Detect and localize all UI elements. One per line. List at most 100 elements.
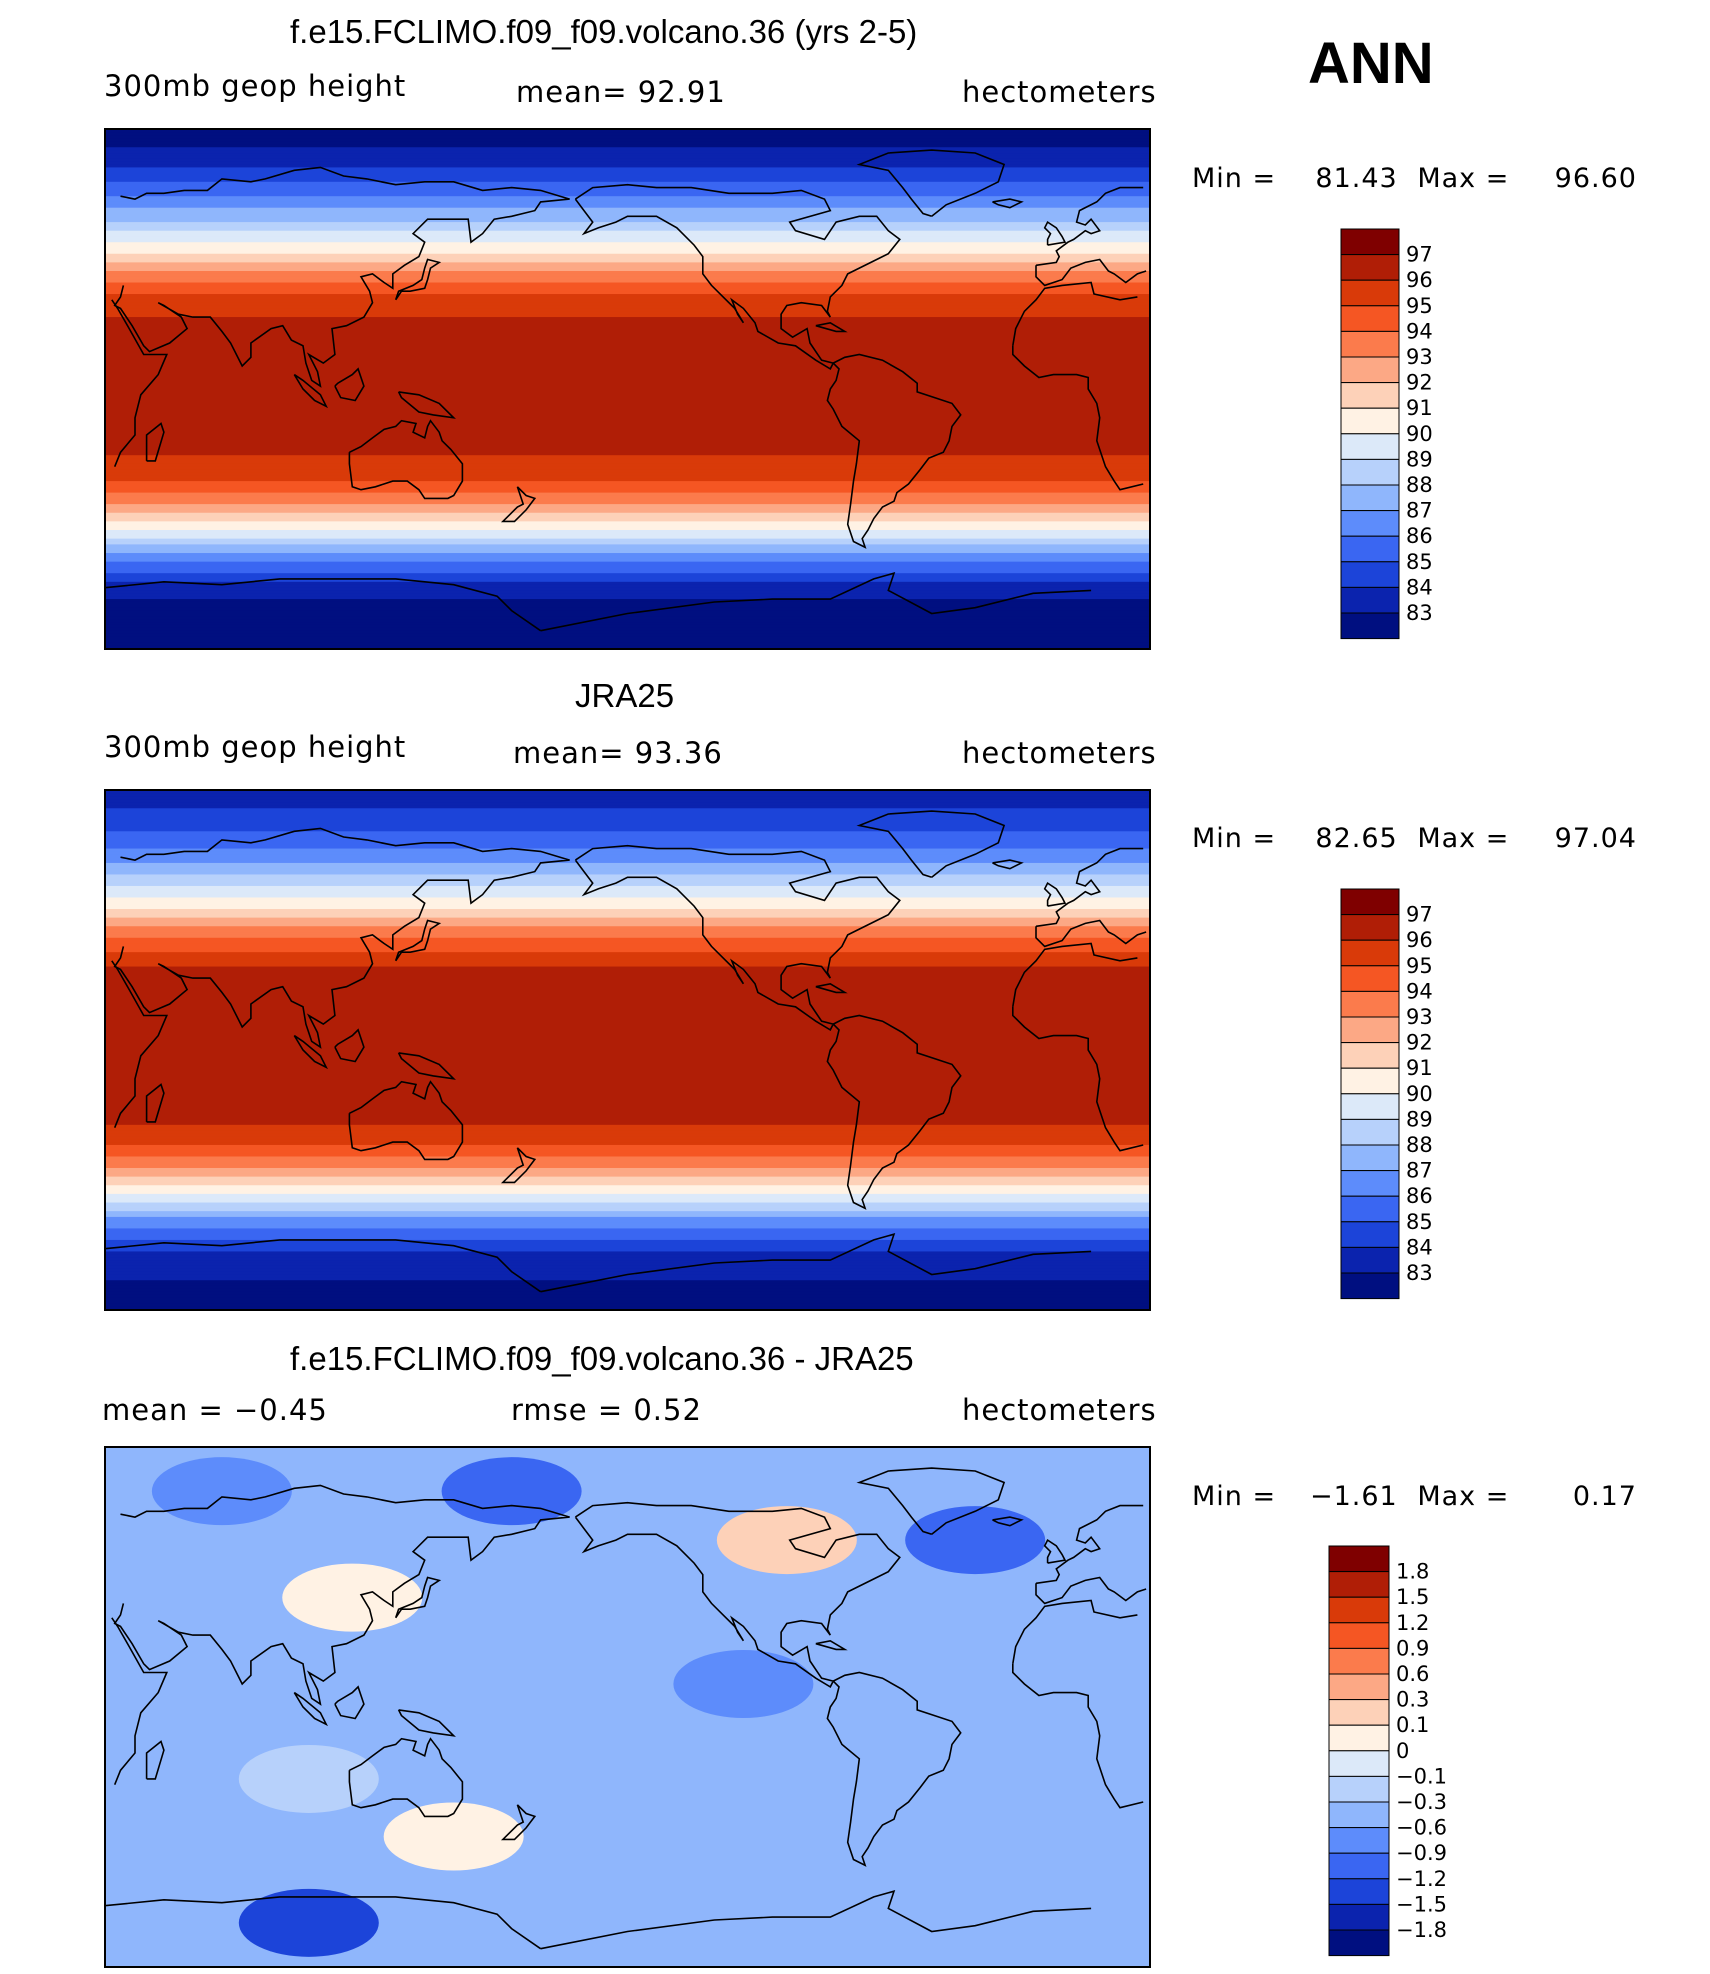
colorbar-tick-label: 96	[1406, 928, 1433, 952]
lat-band	[106, 314, 1149, 318]
field-anomaly	[383, 1802, 524, 1871]
coastline-africa	[111, 1617, 169, 1785]
lat-band	[106, 1208, 1149, 1212]
lat-band	[106, 831, 1149, 835]
lat-band	[106, 1055, 1149, 1060]
panel-1-mean-label: mean= 92.91	[516, 75, 726, 109]
coastline-uk	[1043, 1538, 1067, 1564]
lat-band	[106, 521, 1149, 525]
lat-band	[106, 1029, 1149, 1034]
field-anomaly	[238, 1744, 379, 1813]
lat-band	[106, 253, 1149, 258]
coastline-cuba	[815, 321, 848, 333]
panel-3-title: f.e15.FCLIMO.f09_f09.volcano.36 - JRA25	[290, 1340, 914, 1377]
lat-band	[106, 581, 1149, 586]
coastline-greenland	[856, 1467, 1006, 1536]
lat-band	[106, 940, 1149, 945]
lat-band	[106, 558, 1149, 563]
lat-band	[106, 1012, 1149, 1017]
lat-band	[106, 368, 1149, 373]
field-anomaly	[238, 1888, 379, 1957]
colorbar-box	[1340, 1221, 1400, 1248]
lat-band	[106, 929, 1149, 933]
lat-band	[106, 449, 1149, 453]
lat-band	[106, 555, 1149, 560]
lat-band	[106, 978, 1149, 982]
lat-band	[106, 578, 1149, 583]
lat-band	[106, 492, 1149, 497]
lat-band	[106, 975, 1149, 979]
colorbar-box	[1340, 279, 1400, 307]
lat-band	[106, 193, 1149, 197]
colorbar-tick-label: 87	[1406, 499, 1433, 523]
coastline-iceland	[992, 198, 1024, 209]
lat-band	[106, 1274, 1149, 1278]
coastline-south-america	[826, 353, 962, 549]
lat-band	[106, 512, 1149, 517]
colorbar-box	[1340, 1042, 1400, 1069]
lat-band	[106, 184, 1149, 189]
lat-band	[106, 423, 1149, 428]
lat-band	[106, 587, 1149, 592]
lat-band	[106, 561, 1149, 566]
coastline-borneo	[334, 367, 365, 402]
lat-band	[106, 331, 1149, 335]
lat-band	[106, 466, 1149, 471]
lat-band	[106, 161, 1149, 166]
lat-band	[106, 854, 1149, 858]
coastline-eurasia	[1035, 1504, 1144, 1585]
coastline-africa	[1012, 281, 1138, 346]
colorbar-box	[1340, 382, 1400, 409]
lat-band	[106, 819, 1149, 824]
lat-band	[106, 538, 1149, 543]
lat-band	[106, 299, 1149, 304]
lat-band	[106, 842, 1149, 847]
lat-band	[106, 1113, 1149, 1117]
lat-band	[106, 426, 1149, 430]
lat-band	[106, 201, 1149, 206]
lat-band	[106, 495, 1149, 499]
lat-band	[106, 276, 1149, 281]
colorbar-box	[1340, 1118, 1400, 1146]
lat-band	[106, 305, 1149, 310]
lat-band	[106, 230, 1149, 235]
lat-band	[106, 802, 1149, 806]
colorbar-tick-label: 85	[1406, 1210, 1433, 1234]
lat-band	[106, 989, 1149, 994]
colorbar-tick-label: −1.2	[1396, 1867, 1447, 1891]
lat-band	[106, 1006, 1149, 1011]
lat-band	[106, 351, 1149, 356]
lat-band	[106, 1075, 1149, 1080]
lat-band	[106, 164, 1149, 169]
colorbar-box	[1340, 1170, 1400, 1197]
coastline-eurasia	[1035, 847, 1144, 928]
lat-band	[106, 1015, 1149, 1019]
colorbar-box	[1340, 535, 1400, 563]
lat-band	[106, 1167, 1149, 1172]
lat-band	[106, 934, 1149, 939]
lat-band	[106, 371, 1149, 376]
lat-band	[106, 880, 1149, 884]
lat-band	[106, 1277, 1149, 1281]
lat-band	[106, 1098, 1149, 1103]
lat-band	[106, 1196, 1149, 1201]
colorbar-tick-label: 95	[1406, 954, 1433, 978]
lat-band	[106, 541, 1149, 545]
field-bands	[106, 791, 1149, 1309]
colorbar-box	[1328, 1699, 1390, 1726]
colorbar-box	[1340, 561, 1400, 588]
lat-band	[106, 170, 1149, 174]
lat-band	[106, 619, 1149, 623]
lat-band	[106, 224, 1149, 229]
panel-3-min-label: Min =	[1192, 1481, 1277, 1512]
coastline-new-zealand	[500, 1147, 537, 1184]
lat-band	[106, 530, 1149, 534]
lat-band	[106, 1093, 1149, 1097]
panel-3-colorbar: 1.8 1.5 1.2 0.9 0.6 0.3 0.1 0 −0.1 −0.3 −0.6 −0.9 −1…	[1328, 1545, 1478, 1965]
lat-band	[106, 983, 1149, 988]
lat-band	[106, 828, 1149, 832]
coastline-uk	[1043, 220, 1067, 246]
coastlines	[106, 810, 1147, 1293]
lat-band	[106, 1087, 1149, 1091]
lat-band	[106, 1291, 1149, 1296]
